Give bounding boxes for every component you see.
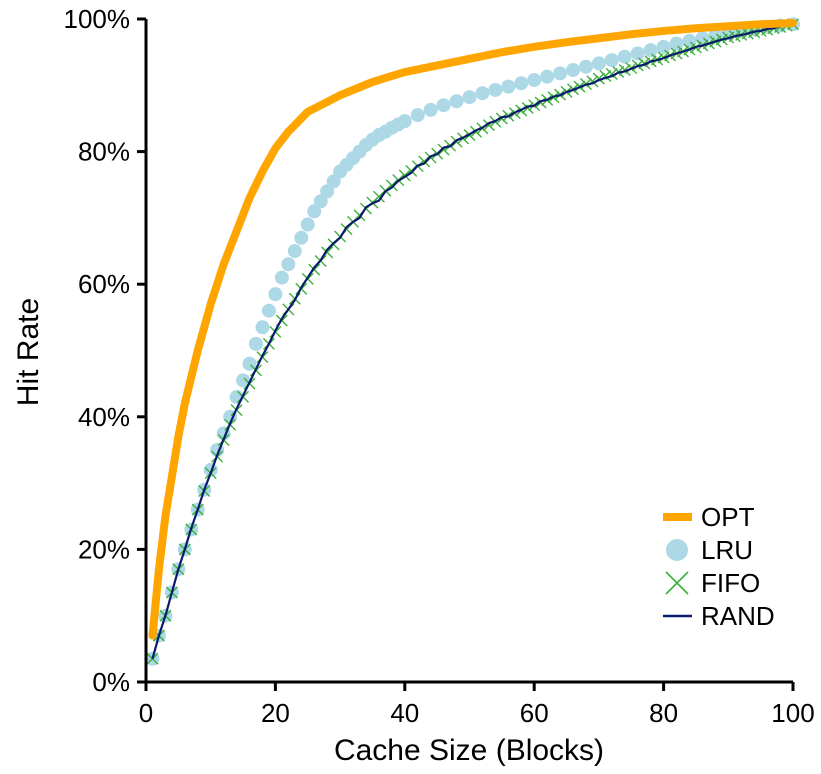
lru-point (261, 303, 276, 318)
lru-point (604, 53, 619, 68)
lru-point (320, 184, 335, 199)
y-tick-label: 60% (78, 269, 130, 299)
lru-point (436, 98, 451, 113)
lru-point (643, 43, 658, 58)
legend-label: RAND (701, 601, 775, 631)
y-tick-label: 20% (78, 534, 130, 564)
lru-point (617, 49, 632, 64)
lru-point (236, 373, 251, 388)
y-tick-label: 0% (92, 667, 130, 697)
lru-point (656, 39, 671, 54)
y-tick-label: 40% (78, 402, 130, 432)
lru-point (449, 94, 464, 109)
lru-point (578, 59, 593, 74)
lru-point (287, 244, 302, 259)
x-tick-label: 0 (139, 698, 153, 728)
series-layer (145, 17, 800, 666)
y-axis-label: Hit Rate (12, 298, 45, 406)
fifo-point (495, 112, 508, 125)
lru-point (514, 76, 529, 91)
lru-point (326, 174, 341, 189)
y-tick-label: 100% (64, 4, 131, 34)
axes-layer (144, 19, 793, 684)
lru-point (540, 69, 555, 84)
lru-point (397, 114, 412, 129)
x-axis-label: Cache Size (Blocks) (334, 734, 604, 767)
legend-lru-swatch (666, 539, 688, 561)
lru-point (268, 287, 283, 302)
y-ticks: 0% 20% 40% 60% 80% 100% (64, 4, 146, 697)
lru-point (591, 56, 606, 71)
lru-point (488, 82, 503, 97)
lru-point (410, 108, 425, 123)
lru-point (669, 36, 684, 51)
x-tick-label: 20 (261, 698, 290, 728)
lru-point (501, 79, 516, 94)
lru-point (313, 194, 328, 209)
x-tick-label: 100 (771, 698, 814, 728)
series-opt-line (148, 18, 797, 640)
lru-point (527, 72, 542, 87)
y-tick-label: 80% (78, 137, 130, 167)
lru-point (294, 230, 309, 245)
lru-point (307, 204, 322, 219)
x-tick-label: 60 (520, 698, 549, 728)
lru-point (248, 336, 263, 351)
lru-point (462, 90, 477, 105)
fifo-point (638, 57, 651, 70)
lru-point (423, 102, 438, 117)
legend-label: LRU (701, 535, 753, 565)
lru-point (630, 46, 645, 61)
lru-point (300, 217, 315, 232)
lru-point (255, 320, 270, 335)
lru-point (566, 63, 581, 78)
series-rand-line (151, 23, 794, 660)
legend-fifo-swatch (665, 571, 689, 595)
fifo-point (618, 64, 631, 77)
x-tick-label: 40 (390, 698, 419, 728)
lru-point (708, 28, 723, 43)
lru-point (274, 270, 289, 285)
x-tick-label: 80 (649, 698, 678, 728)
fifo-point (146, 652, 159, 665)
lru-point (475, 86, 490, 101)
legend-label: FIFO (701, 568, 760, 598)
fifo-point (521, 101, 534, 114)
lru-point (553, 66, 568, 81)
lru-point (281, 257, 296, 272)
x-ticks: 0 20 40 60 80 100 (139, 682, 815, 728)
legend-label: OPT (701, 502, 755, 532)
